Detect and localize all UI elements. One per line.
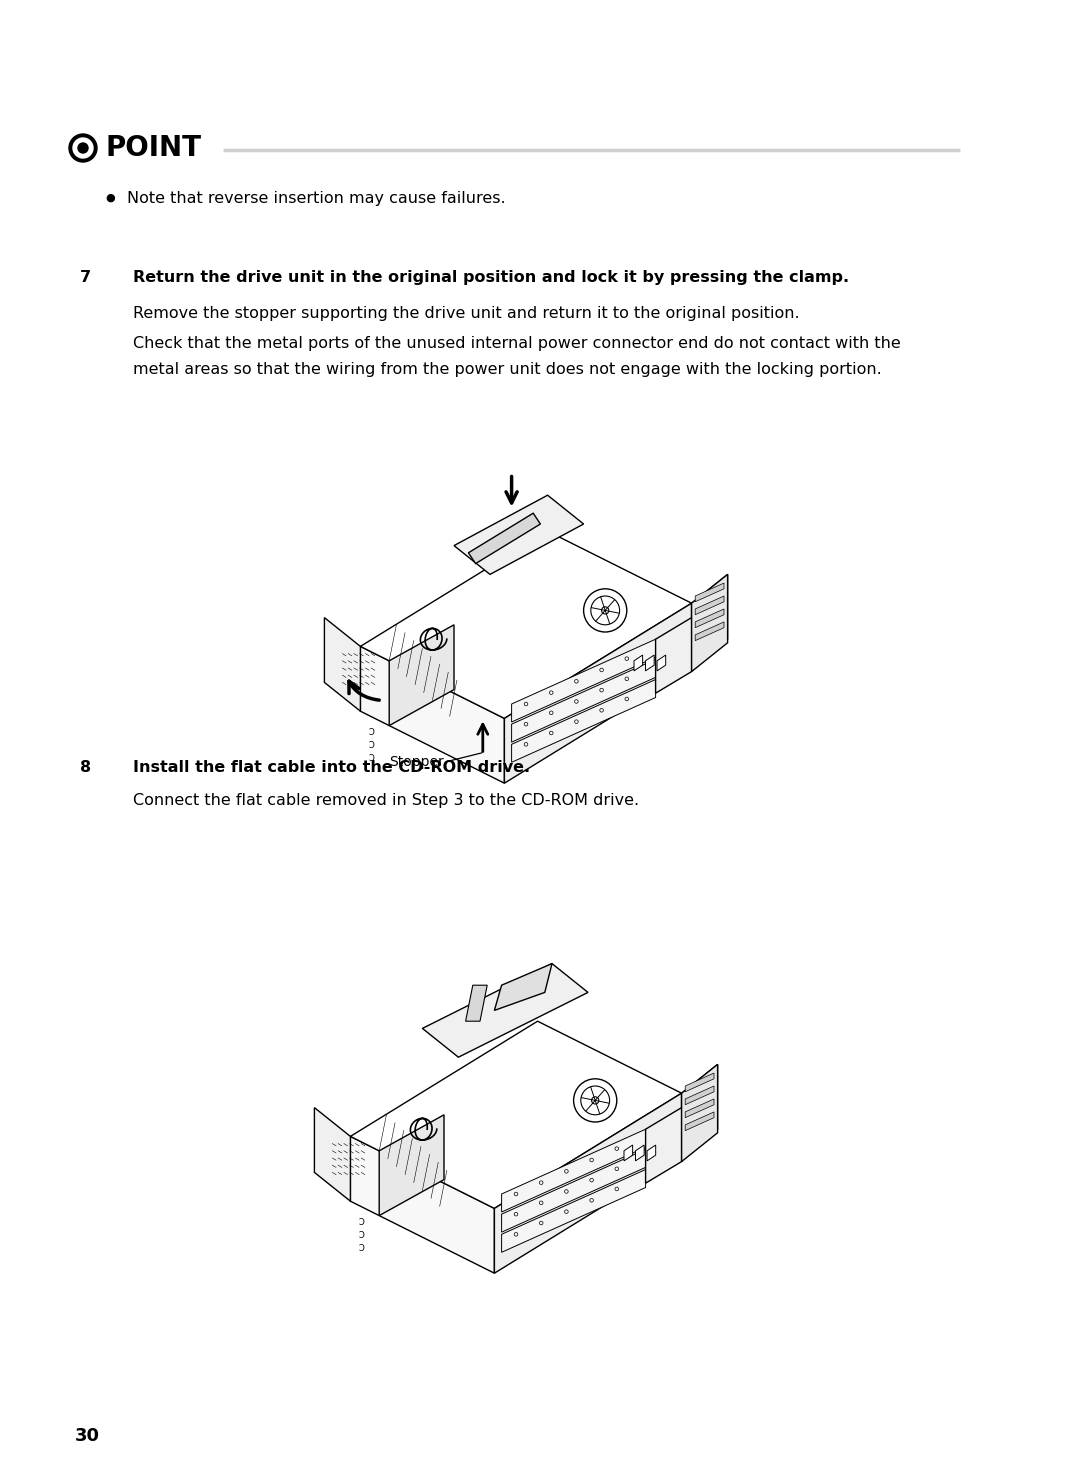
Text: POINT: POINT [105,134,201,162]
Polygon shape [512,659,656,743]
Circle shape [73,138,93,157]
Polygon shape [696,596,724,615]
Polygon shape [635,1144,644,1161]
Polygon shape [501,1130,646,1212]
Text: 30: 30 [75,1427,100,1445]
Text: Return the drive unit in the original position and lock it by pressing the clamp: Return the drive unit in the original po… [133,271,849,285]
Polygon shape [314,1108,350,1202]
Polygon shape [465,986,487,1021]
Polygon shape [389,625,454,725]
Polygon shape [681,1065,717,1162]
Polygon shape [624,1144,633,1161]
Polygon shape [634,655,643,671]
Circle shape [592,1097,598,1105]
Polygon shape [685,1086,714,1105]
Text: ●: ● [105,193,114,203]
Polygon shape [501,1149,646,1233]
Text: Connect the flat cable removed in Step 3 to the CD-ROM drive.: Connect the flat cable removed in Step 3… [133,793,639,808]
Text: 8: 8 [80,761,91,775]
Polygon shape [350,1021,681,1208]
Text: Check that the metal ports of the unused internal power connector end do not con: Check that the metal ports of the unused… [133,335,901,352]
Text: Ↄ: Ↄ [359,1231,364,1240]
Text: Ↄ: Ↄ [368,755,374,763]
Polygon shape [469,513,540,563]
Polygon shape [512,640,656,722]
Polygon shape [495,964,552,1011]
Text: Ↄ: Ↄ [359,1244,364,1253]
Text: Note that reverse insertion may cause failures.: Note that reverse insertion may cause fa… [127,191,505,206]
Polygon shape [350,1137,495,1274]
Polygon shape [657,655,665,671]
Text: Ↄ: Ↄ [368,741,374,750]
Text: Install the flat cable into the CD-ROM drive.: Install the flat cable into the CD-ROM d… [133,761,530,775]
Polygon shape [422,964,588,1058]
Text: Ↄ: Ↄ [368,728,374,737]
Circle shape [602,608,609,613]
Polygon shape [495,1093,681,1274]
Polygon shape [691,574,728,668]
Polygon shape [501,1169,646,1252]
Polygon shape [696,622,724,641]
Text: Stopper: Stopper [389,755,444,769]
Polygon shape [696,609,724,628]
Text: Ↄ: Ↄ [359,1218,364,1227]
Circle shape [69,134,97,162]
Polygon shape [504,603,691,783]
Polygon shape [512,680,656,762]
Polygon shape [647,1144,656,1161]
Polygon shape [646,1108,681,1183]
Circle shape [573,1078,617,1122]
Polygon shape [454,496,583,574]
Polygon shape [685,1112,714,1131]
Text: Remove the stopper supporting the drive unit and return it to the original posit: Remove the stopper supporting the drive … [133,306,799,321]
Polygon shape [324,618,361,710]
Polygon shape [685,1099,714,1118]
Text: 7: 7 [80,271,91,285]
Polygon shape [696,583,724,602]
Polygon shape [681,1065,717,1158]
Polygon shape [361,531,691,718]
Polygon shape [361,646,504,783]
Polygon shape [379,1115,444,1215]
Polygon shape [656,618,691,693]
Polygon shape [685,1072,714,1091]
Polygon shape [646,655,654,671]
Circle shape [78,143,87,153]
Text: metal areas so that the wiring from the power unit does not engage with the lock: metal areas so that the wiring from the … [133,362,881,377]
Circle shape [583,588,626,633]
Polygon shape [691,574,728,672]
